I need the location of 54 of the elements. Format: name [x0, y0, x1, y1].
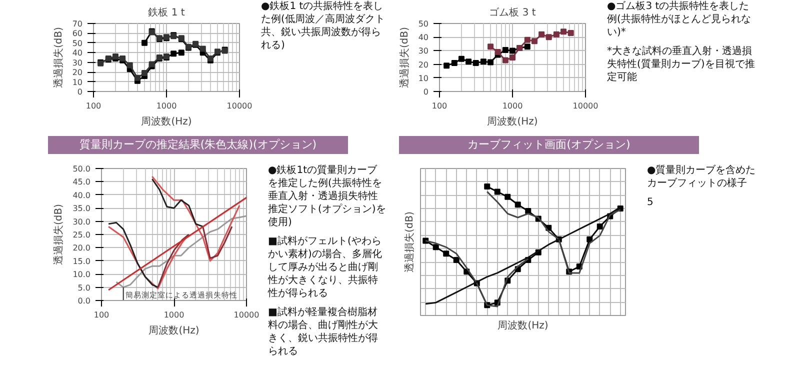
y-tick-label: 30	[418, 46, 429, 56]
y-tick-label: 5.0	[78, 283, 91, 292]
y-tick-label: 50	[72, 38, 83, 48]
text: ■試料が軽量複合樹脂材料の場合、曲げ剛性が大きく、鋭い共振特性が得られる	[268, 306, 379, 358]
x-axis-title: 周波数(Hz)	[498, 320, 548, 332]
x-tick-label: 100	[94, 310, 110, 320]
text: ■試料がフェルト(やわらかい素材)の場合、多層化して厚みが出ると曲げ剛性が大きくなり、共振特性が得られる	[268, 235, 383, 300]
x-tick-label: 100	[86, 102, 102, 110]
y-tick-label: 50.0	[72, 164, 90, 174]
y-tick-label: 15.0	[72, 256, 90, 266]
y-axis-title: 透過損失(dB)	[52, 204, 65, 266]
text: ●ゴム板3 tの共振特性を表した例(共振特性がほとんど見られない)*	[607, 0, 752, 39]
x-tick-label: 10000	[226, 102, 252, 110]
x-tick-label: 10000	[572, 102, 598, 110]
y-axis-title: 透過損失(dB)	[404, 211, 416, 273]
y-axis-title: 透過損失(dB)	[398, 26, 410, 88]
x-axis-title: 周波数(Hz)	[487, 116, 538, 128]
text: ●鉄板1tの質量則カーブを推定した例(共振特性を垂直入射・透過損失特性推定ソフト(オプション)を使用)	[268, 164, 386, 229]
x-tick-label: 1000	[164, 310, 184, 320]
chart-title: カーブフィット画面(オプション)	[468, 137, 630, 153]
y-tick-label: 70	[72, 20, 83, 28]
y-tick-label: 40.0	[72, 190, 90, 200]
y-tick-label: 10	[72, 78, 83, 87]
y-axis-title: 透過損失(dB)	[52, 26, 64, 88]
y-tick-label: 0.0	[78, 296, 91, 306]
y-tick-label: 40	[418, 33, 429, 42]
y-tick-label: 0	[423, 88, 429, 96]
x-tick-label: 10000	[234, 310, 260, 320]
y-tick-label: 30	[72, 58, 83, 68]
x-axis-title: 周波数(Hz)	[148, 324, 200, 336]
y-tick-label: 30.0	[72, 217, 90, 226]
y-tick-label: 50	[418, 20, 429, 28]
y-tick-label: 45.0	[72, 178, 90, 187]
y-tick-label: 10.0	[72, 270, 90, 280]
y-tick-label: 20.0	[72, 244, 90, 253]
y-tick-label: 20	[72, 68, 83, 78]
y-tick-label: 60	[72, 29, 83, 38]
chart-title: 鉄板 1 t	[148, 6, 185, 18]
text: *大きな試料の垂直入射・透過損失特性(質量則カーブ)を目視で推定可能	[607, 45, 756, 84]
text: 5	[647, 196, 654, 209]
x-tick-label: 100	[432, 102, 448, 110]
y-tick-label: 0	[77, 88, 83, 96]
text: ●質量則カーブを含めたカーブフィットの様子	[647, 164, 757, 190]
x-tick-label: 1000	[156, 102, 177, 110]
y-tick-label: 40	[72, 48, 83, 58]
y-tick-label: 10	[418, 74, 429, 83]
x-tick-label: 1000	[502, 102, 523, 110]
y-tick-label: 20	[418, 60, 429, 70]
y-tick-label: 25.0	[72, 230, 90, 240]
chart-title: 質量則カーブの推定結果(朱色太線)(オプション)	[79, 137, 317, 153]
chart-title: ゴム板 3 t	[489, 6, 536, 18]
x-axis-title: 周波数(Hz)	[141, 116, 192, 128]
text: ●鉄板1 tの共振特性を表した例(低周波／高周波ダクト共、鋭い共振周波数が得られる)	[261, 0, 386, 52]
y-tick-label: 35.0	[72, 204, 90, 214]
